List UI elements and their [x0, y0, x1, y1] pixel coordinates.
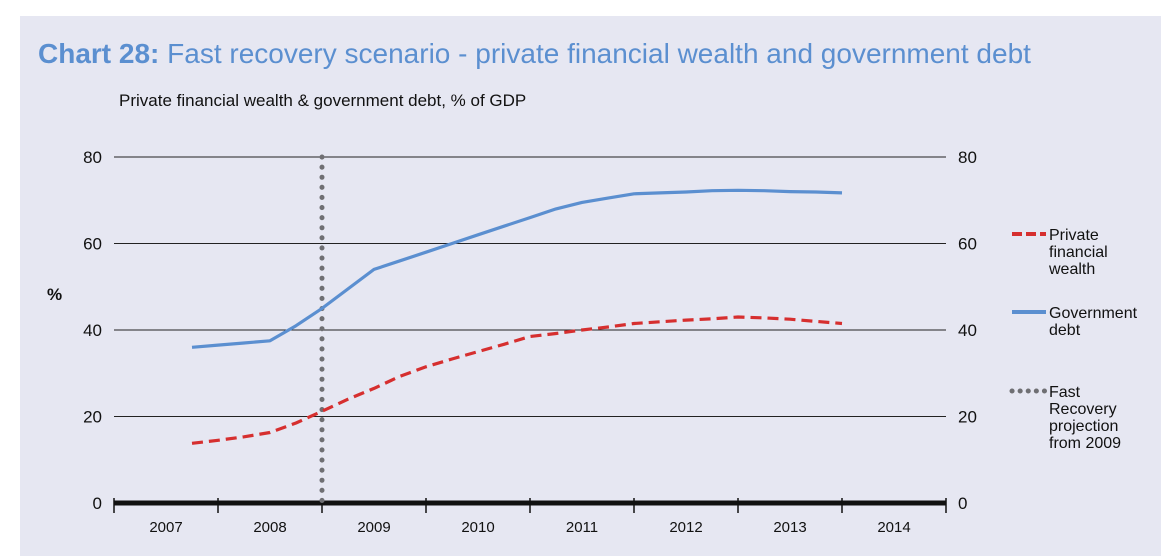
- gridlines: [114, 156, 946, 417]
- y-tick-left-60: 60: [83, 235, 102, 254]
- chart-subtitle: Private financial wealth & government de…: [119, 91, 527, 110]
- y-tick-left-40: 40: [83, 321, 102, 340]
- y-axis-label: %: [47, 285, 62, 304]
- chart-title-text: Fast recovery scenario - private financi…: [167, 38, 1031, 69]
- legend-fast-recovery-label: Recovery: [1049, 401, 1117, 418]
- series-line-1: [191, 188, 843, 349]
- x-tick-2007: 2007: [149, 519, 182, 536]
- legend-private-wealth-label: financial: [1049, 244, 1108, 261]
- y-tick-left-80: 80: [83, 148, 102, 167]
- x-axis: 2007 2008 2009 2010 2011 2012 2013 2014: [113, 498, 947, 536]
- x-tick-2010: 2010: [461, 519, 494, 536]
- legend-fast-recovery-label: Fast: [1049, 384, 1081, 401]
- legend-government-debt-label: Government: [1049, 305, 1138, 322]
- x-tick-2014: 2014: [877, 519, 910, 536]
- x-tick-2009: 2009: [357, 519, 390, 536]
- legend-government-debt-label: debt: [1049, 322, 1081, 339]
- chart-title: Chart 28: Fast recovery scenario - priva…: [38, 38, 1031, 70]
- y-tick-right-0: 0: [958, 494, 967, 513]
- y-tick-left-20: 20: [83, 408, 102, 427]
- chart-number: Chart 28:: [38, 38, 160, 69]
- legend-fast-recovery-label: projection: [1049, 418, 1118, 435]
- legend-private-wealth-label: Private: [1049, 227, 1099, 244]
- x-tick-2008: 2008: [253, 519, 286, 536]
- y-tick-left-0: 0: [93, 494, 102, 513]
- y-tick-right-60: 60: [958, 235, 977, 254]
- x-tick-2012: 2012: [669, 519, 702, 536]
- y-tick-right-20: 20: [958, 408, 977, 427]
- y-tick-right-80: 80: [958, 148, 977, 167]
- y-tick-right-40: 40: [958, 321, 977, 340]
- series-line-0: [191, 315, 843, 445]
- legend-fast-recovery-label: from 2009: [1049, 435, 1121, 452]
- x-tick-2013: 2013: [773, 519, 806, 536]
- chart-panel: [20, 16, 1161, 556]
- y-axis-right: 0 20 40 60 80: [958, 148, 977, 513]
- legend-private-wealth-label: wealth: [1048, 261, 1095, 278]
- x-tick-2011: 2011: [566, 519, 598, 536]
- series-lines: [191, 188, 843, 445]
- y-axis-left: 0 20 40 60 80: [83, 148, 102, 513]
